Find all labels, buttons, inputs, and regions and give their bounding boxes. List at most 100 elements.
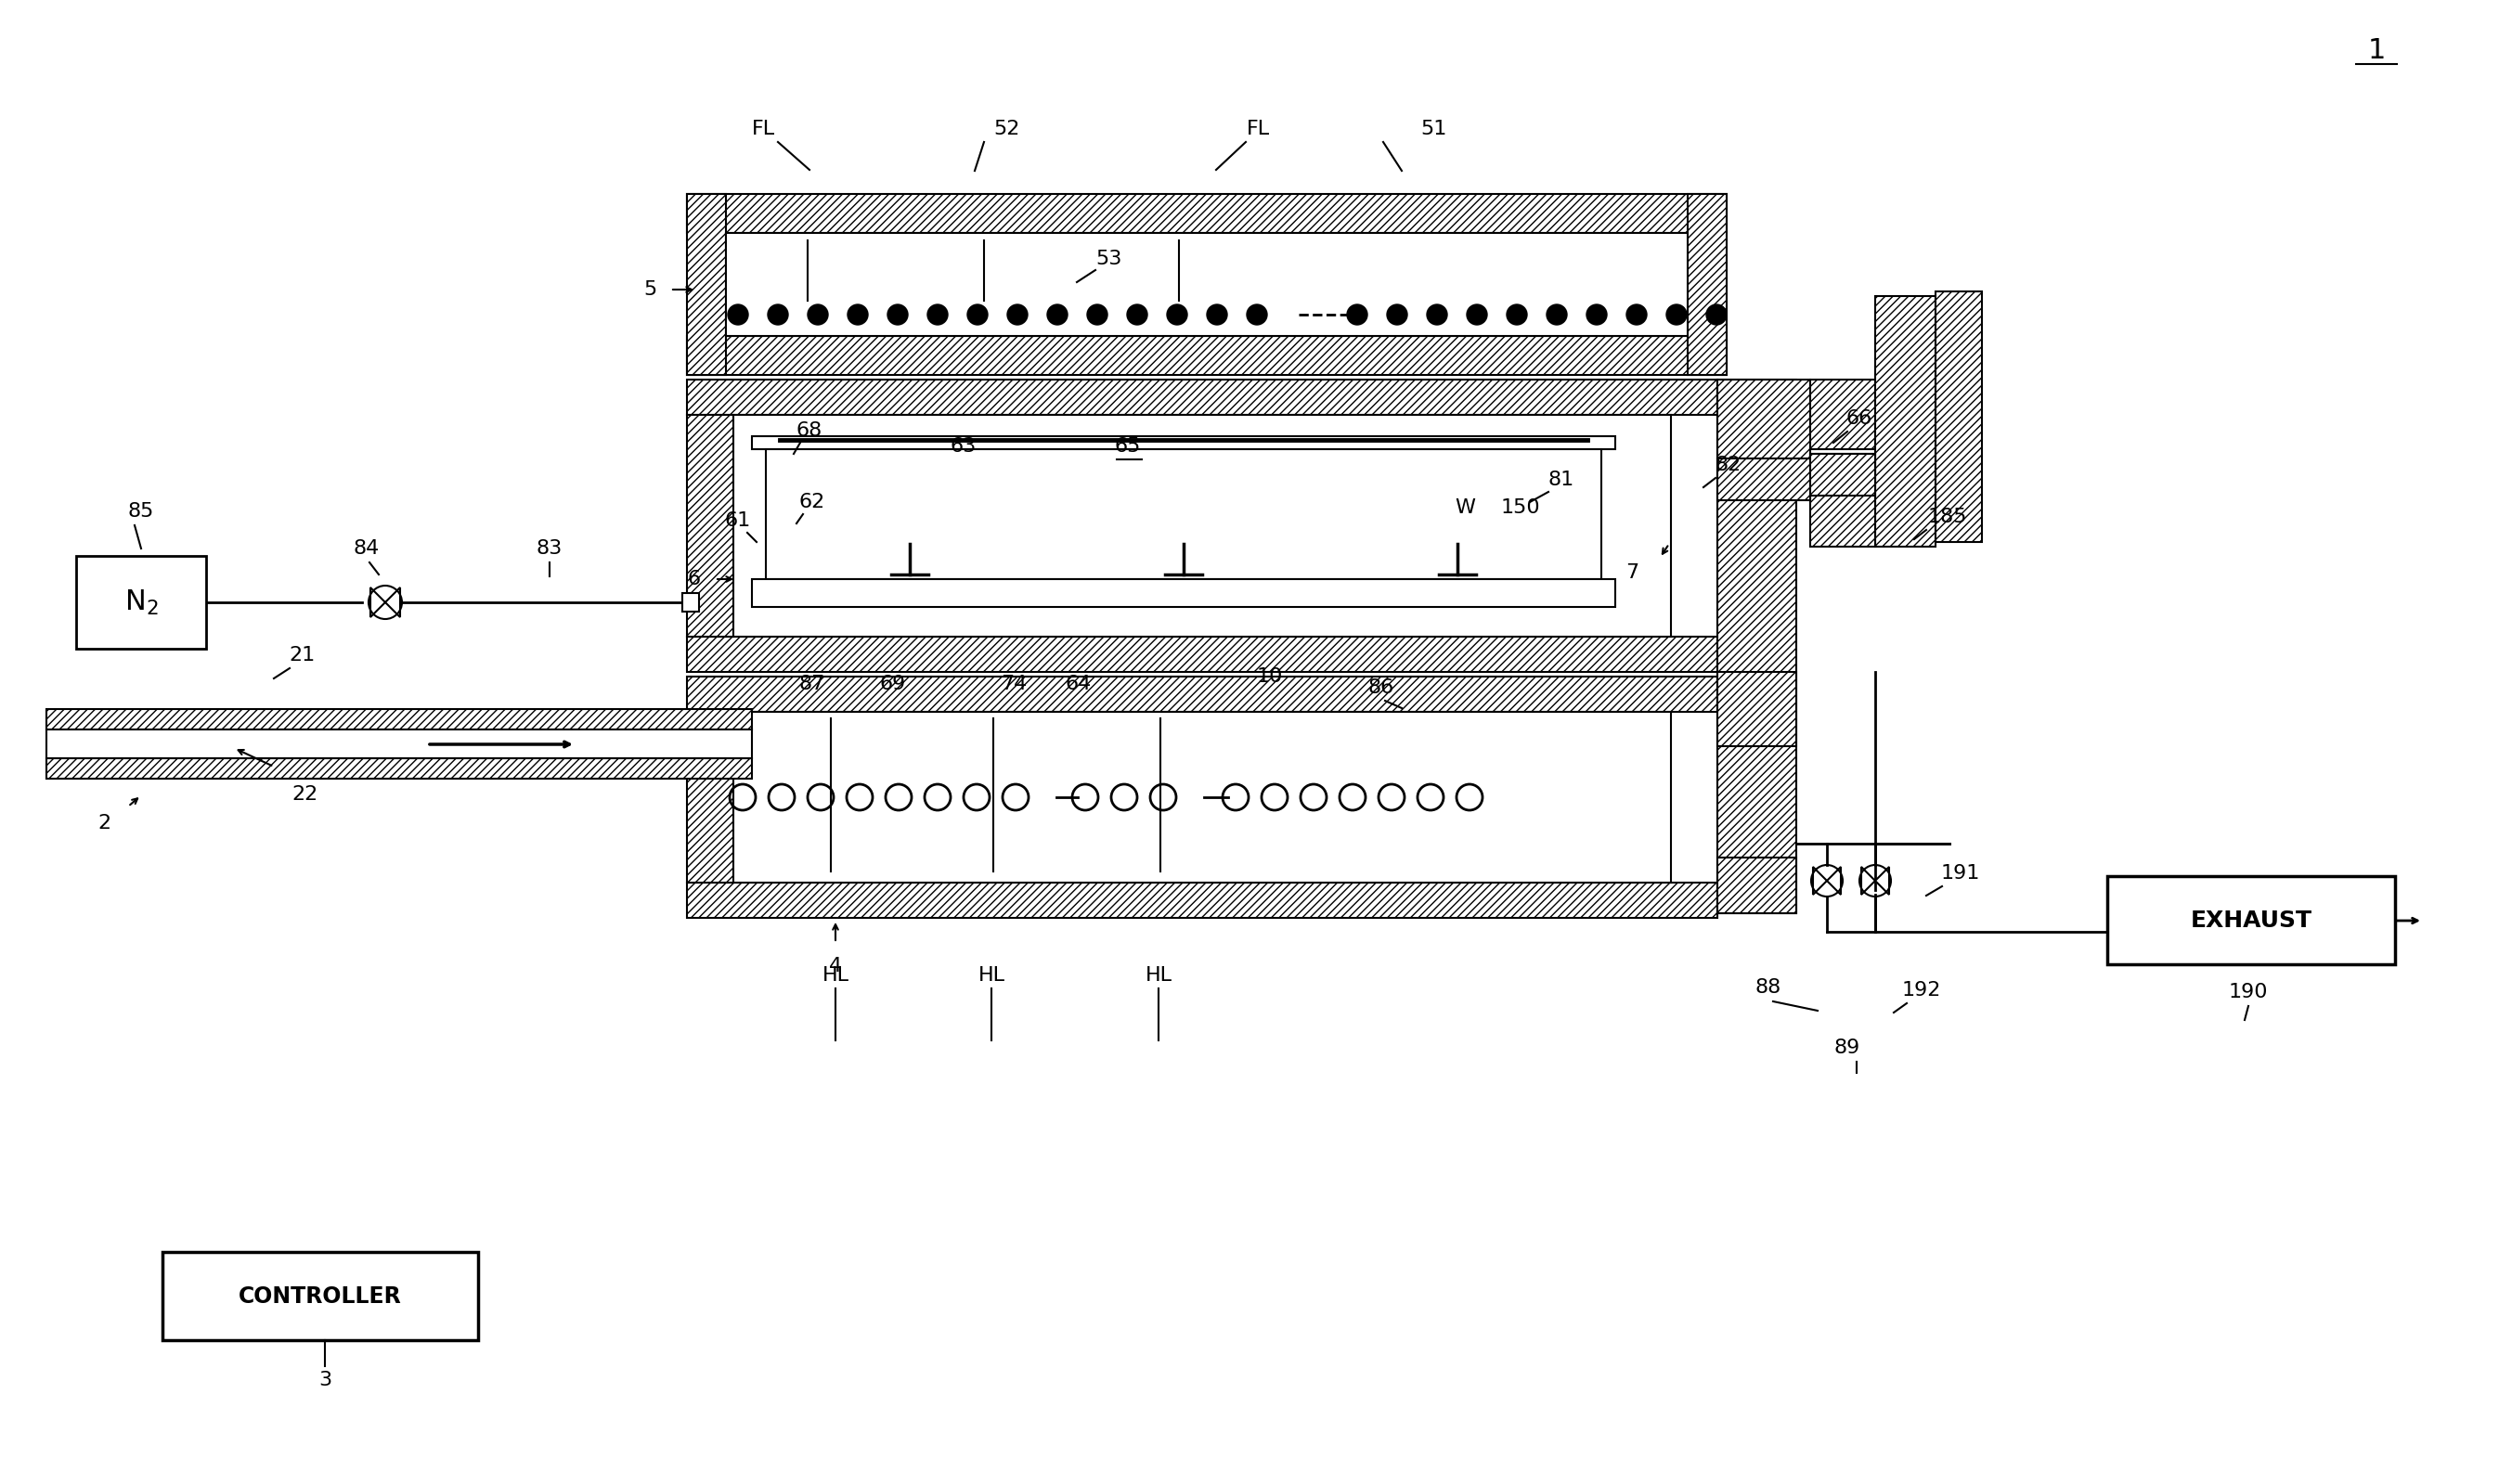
Bar — [163, 1252, 477, 1340]
Polygon shape — [1874, 867, 1889, 895]
Circle shape — [809, 304, 829, 325]
Bar — [686, 883, 1718, 919]
Text: 4: 4 — [829, 957, 842, 975]
Text: 52: 52 — [995, 120, 1020, 138]
Bar — [734, 416, 1670, 637]
Text: 21: 21 — [289, 646, 314, 665]
Bar — [686, 712, 734, 883]
Circle shape — [1588, 304, 1608, 325]
Text: FL: FL — [1246, 120, 1269, 138]
Bar — [686, 194, 726, 375]
Bar — [686, 677, 1718, 712]
Text: 53: 53 — [1095, 249, 1123, 269]
Polygon shape — [1826, 867, 1841, 895]
Bar — [1874, 295, 1937, 546]
Text: HL: HL — [821, 966, 849, 985]
Circle shape — [1706, 304, 1726, 325]
Bar — [766, 450, 1600, 579]
Text: 68: 68 — [796, 421, 821, 439]
Bar — [1718, 672, 1796, 746]
Bar — [1718, 858, 1796, 913]
Polygon shape — [1861, 867, 1874, 895]
Text: 150: 150 — [1500, 499, 1540, 516]
Text: HL: HL — [1145, 966, 1173, 985]
Text: 6: 6 — [688, 570, 701, 588]
Bar — [1811, 454, 1874, 546]
Text: 85: 85 — [128, 502, 153, 521]
Bar — [75, 556, 206, 649]
Bar — [751, 579, 1615, 607]
Text: 74: 74 — [1000, 675, 1027, 693]
Bar — [1937, 291, 1982, 542]
Text: 190: 190 — [2228, 982, 2268, 1002]
Circle shape — [887, 304, 907, 325]
Polygon shape — [369, 588, 384, 617]
Circle shape — [1128, 304, 1148, 325]
Text: 185: 185 — [1927, 508, 1967, 527]
Circle shape — [728, 304, 749, 325]
Circle shape — [1547, 304, 1567, 325]
Text: HL: HL — [977, 966, 1005, 985]
Text: 51: 51 — [1422, 120, 1447, 138]
Text: 7: 7 — [1625, 564, 1638, 582]
Text: 5: 5 — [643, 280, 656, 298]
Polygon shape — [384, 588, 399, 617]
Bar — [1718, 459, 1811, 500]
Text: 84: 84 — [354, 539, 379, 558]
Text: 63: 63 — [950, 438, 977, 456]
Text: 66: 66 — [1846, 410, 1871, 427]
Text: 64: 64 — [1065, 675, 1093, 693]
Circle shape — [1246, 304, 1266, 325]
Circle shape — [1387, 304, 1407, 325]
Bar — [45, 758, 751, 779]
Text: 191: 191 — [1942, 864, 1979, 883]
Text: 81: 81 — [1547, 470, 1575, 490]
Text: EXHAUST: EXHAUST — [2190, 910, 2311, 932]
Text: 22: 22 — [291, 785, 317, 804]
Bar — [686, 335, 1726, 375]
Text: 61: 61 — [726, 512, 751, 530]
Bar — [1718, 380, 1811, 459]
Bar — [686, 637, 1718, 672]
Polygon shape — [1814, 867, 1826, 895]
Bar — [45, 730, 751, 758]
Bar — [686, 194, 1726, 233]
Bar — [1811, 380, 1874, 450]
Text: 69: 69 — [879, 675, 907, 693]
Bar — [1688, 194, 1726, 375]
Text: 65: 65 — [1115, 438, 1140, 456]
Text: CONTROLLER: CONTROLLER — [239, 1285, 402, 1307]
Circle shape — [1168, 304, 1188, 325]
Bar — [1811, 454, 1874, 496]
Text: N$_2$: N$_2$ — [123, 588, 158, 617]
Text: 62: 62 — [799, 493, 826, 512]
Text: 86: 86 — [1369, 678, 1394, 697]
Text: 1: 1 — [2366, 37, 2386, 64]
Circle shape — [1665, 304, 1686, 325]
Circle shape — [1507, 304, 1527, 325]
Bar — [1718, 380, 1796, 913]
Bar — [751, 436, 1615, 450]
Text: 88: 88 — [1756, 978, 1781, 997]
Circle shape — [1007, 304, 1027, 325]
Circle shape — [1206, 304, 1228, 325]
Text: 83: 83 — [538, 539, 563, 558]
Circle shape — [1048, 304, 1068, 325]
Circle shape — [967, 304, 987, 325]
Circle shape — [1625, 304, 1648, 325]
Circle shape — [1346, 304, 1367, 325]
Text: 82: 82 — [1716, 456, 1741, 475]
Circle shape — [847, 304, 869, 325]
Bar — [686, 380, 1718, 416]
Bar — [686, 416, 734, 637]
Bar — [2108, 876, 2394, 965]
Text: W: W — [1454, 499, 1475, 516]
Text: 2: 2 — [98, 813, 111, 833]
Bar — [683, 594, 698, 611]
Text: 192: 192 — [1902, 981, 1942, 1000]
Text: 87: 87 — [799, 675, 826, 693]
Circle shape — [769, 304, 789, 325]
Circle shape — [1427, 304, 1447, 325]
Text: 10: 10 — [1256, 668, 1284, 686]
Bar — [45, 709, 751, 730]
